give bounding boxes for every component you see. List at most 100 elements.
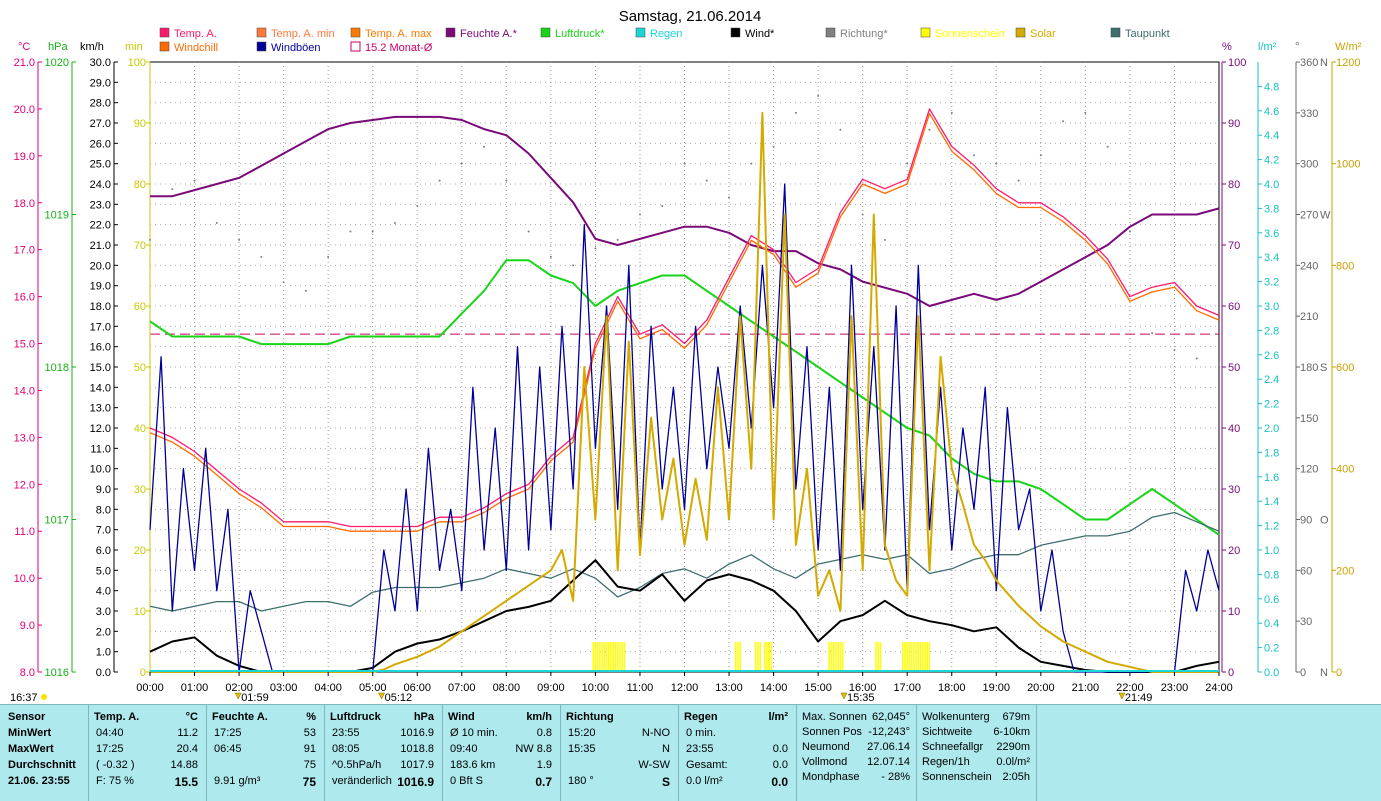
row-right-value: 0.0 (772, 759, 788, 771)
legend-label: Temp. A. min (271, 28, 335, 40)
temp-row: 17:25 20.4 (88, 743, 206, 758)
axis-unit-label: l/m² (1258, 41, 1277, 53)
compass-label: N (1320, 57, 1328, 69)
x-tick-label: 23:00 (1161, 682, 1189, 694)
wind-header: Wind km/h (442, 711, 560, 726)
legend-swatch (825, 27, 836, 38)
row-right-value: 1016.9 (400, 727, 434, 739)
hum-row: 06:45 91 (206, 743, 324, 758)
row-left-value: Sonnenschein (922, 771, 992, 783)
direction-point (1062, 120, 1065, 123)
axis-unit-label: km/h (80, 41, 104, 53)
row-right-value: 12.07.14 (867, 756, 910, 768)
row-right-value: 91 (303, 743, 316, 755)
header-label: Temp. A. (94, 711, 140, 723)
axis-unit-label: ° (1295, 41, 1299, 53)
temp-row: F: 75 % 15.5 (88, 775, 206, 790)
temp-axis-tick-label: 12.0 (14, 479, 35, 491)
marker-icon (378, 692, 386, 700)
direction-axis-tick-label: 60 (1300, 565, 1312, 577)
dir-column: Richtung 15:20 N-NO 15:35 N W-SW 180 ° S (560, 705, 679, 801)
header-label: Regen (684, 711, 718, 723)
x-tick-label: 19:00 (983, 682, 1011, 694)
solar-axis-tick-label: 600 (1336, 362, 1354, 374)
rain-axis-tick-label: 3.6 (1264, 228, 1279, 240)
direction-axis-tick-label: 120 (1300, 464, 1318, 476)
wind-axis-tick-label: 29.0 (90, 77, 111, 89)
x-tick-label: 09:00 (537, 682, 565, 694)
legend-label: Temp. A. (174, 28, 217, 40)
legend-swatch (1110, 27, 1121, 38)
row-right-value: 27.06.14 (867, 741, 910, 753)
rain-axis-tick-label: 2.0 (1264, 423, 1279, 435)
x-tick-label: 12:00 (671, 682, 699, 694)
direction-axis-tick-label: 90 (1300, 515, 1312, 527)
hum-row: 75 (206, 759, 324, 774)
gridlines (150, 62, 1219, 672)
row-right-value: 0.0 (772, 743, 788, 755)
astro-row: Mondphase - 28% (796, 771, 916, 786)
legend-label: Richtung* (840, 28, 888, 40)
direction-point (839, 128, 842, 131)
row-right-value: N (662, 743, 670, 755)
compass-label: W (1320, 210, 1331, 222)
header-label: Luftdruck (330, 711, 381, 723)
minutes-axis-tick-label: 60 (134, 301, 146, 313)
rain-axis-tick-label: 2.2 (1264, 399, 1279, 411)
humidity-axis-tick-label: 80 (1228, 179, 1240, 191)
temp-axis-tick-label: 18.0 (14, 198, 35, 210)
wind-axis-tick-label: 23.0 (90, 199, 111, 211)
misc-row: Sichtweite 6-10km (916, 726, 1036, 741)
wind-row: Ø 10 min. 0.8 (442, 727, 560, 742)
direction-point (594, 247, 597, 250)
legend-swatch (159, 41, 170, 52)
row-left-value: 180 ° (568, 775, 594, 787)
temp-axis-tick-label: 21.0 (14, 57, 35, 69)
series-line-taupunkt (149, 511, 1220, 612)
wind-axis-tick-label: 15.0 (90, 362, 111, 374)
sensor-header: Sensor (0, 711, 88, 726)
x-tick-label: 02:00 (225, 682, 253, 694)
wind-axis-tick-label: 26.0 (90, 138, 111, 150)
row-right-value: 15.5 (174, 775, 198, 789)
direction-point (883, 238, 886, 241)
row-right-value: 0.7 (535, 775, 552, 789)
direction-point (438, 179, 441, 182)
rain-row: 0.0 l/m² 0.0 (678, 775, 796, 790)
legend-swatch (256, 27, 267, 38)
time-markers: 16:37 01:59 05:12 15:35 21:49 (10, 692, 1152, 704)
sensor-row-label: 21.06. 23:55 (0, 775, 88, 790)
x-tick-label: 05:00 (359, 682, 387, 694)
legend-label: 15.2 Monat-Ø (365, 42, 433, 54)
wind-axis-tick-label: 10.0 (90, 464, 111, 476)
x-tick-label: 21:00 (1072, 682, 1100, 694)
row-left-value: 15:20 (568, 727, 596, 739)
astro-row: Vollmond 12.07.14 (796, 756, 916, 771)
direction-point (995, 162, 998, 165)
compass-label: N (1320, 667, 1328, 679)
legend-label: Wind* (745, 28, 775, 40)
minutes-axis-tick-label: 10 (134, 606, 146, 618)
row-right-value: 14.88 (170, 759, 198, 771)
rain-row: Gesamt: 0.0 (678, 759, 796, 774)
direction-point (371, 230, 374, 233)
row-right-value: 75 (303, 759, 316, 771)
direction-point (705, 179, 708, 182)
direction-point (460, 162, 463, 165)
rain-row: 0 min. (678, 727, 796, 742)
temp-axis-tick-label: 19.0 (14, 151, 35, 163)
direction-point (1017, 179, 1020, 182)
direction-point (549, 255, 552, 258)
pressure-axis-tick-label: 1017 (45, 515, 69, 527)
direction-point (304, 289, 307, 292)
direction-point (794, 111, 797, 114)
axis-unit-label: % (1222, 41, 1232, 53)
row-right-value: 2:05h (1002, 771, 1030, 783)
marker-icon (840, 692, 848, 700)
rain-axis-tick-label: 1.4 (1264, 496, 1279, 508)
row-left-value: Regen/1h (922, 756, 970, 768)
header-unit: l/m² (768, 711, 788, 723)
direction-point (1039, 154, 1042, 157)
minutes-axis-tick-label: 40 (134, 423, 146, 435)
humidity-axis-tick-label: 40 (1228, 423, 1240, 435)
